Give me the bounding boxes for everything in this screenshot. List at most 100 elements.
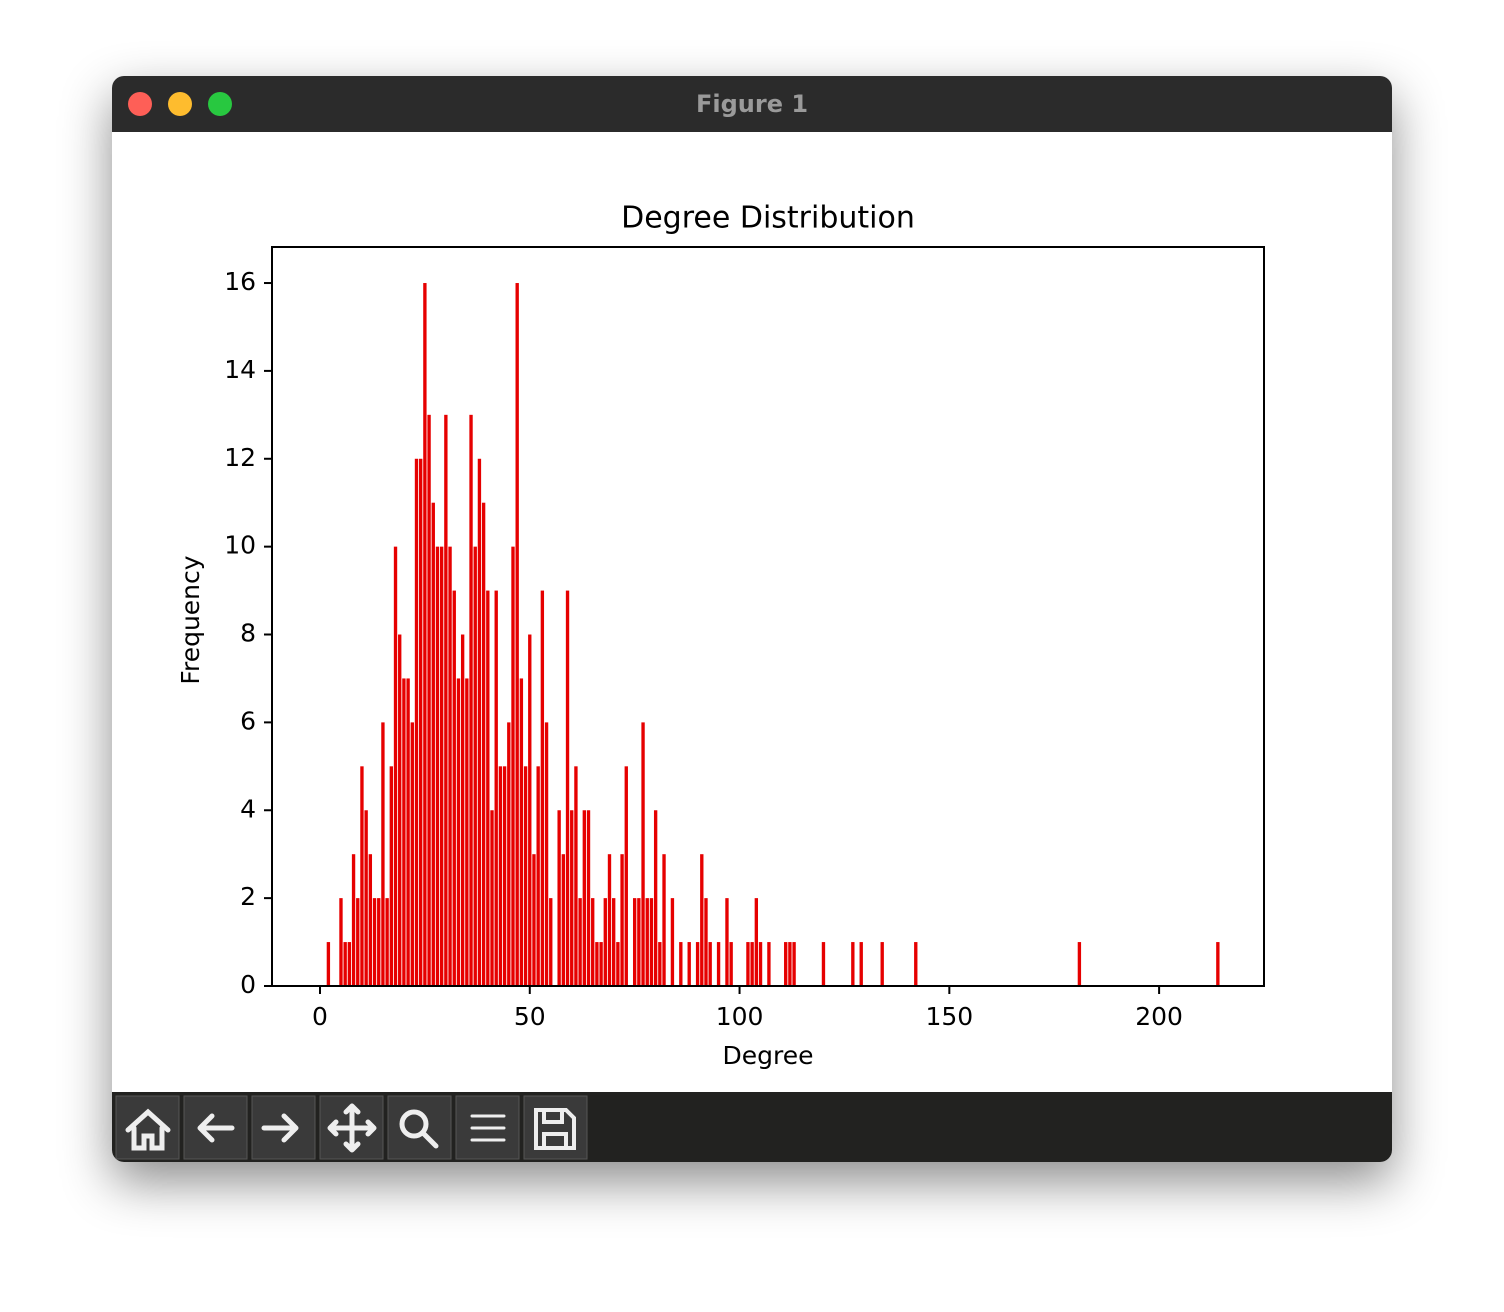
toolbar-buttons: [115, 1095, 588, 1160]
x-tick-label: 200: [1135, 1002, 1183, 1031]
bar: [364, 810, 368, 986]
bar: [591, 898, 595, 986]
bar: [788, 942, 792, 986]
bar: [641, 722, 645, 986]
y-axis-label: Frequency: [176, 555, 205, 684]
bar: [460, 634, 465, 986]
bar: [347, 942, 352, 986]
bar: [851, 942, 855, 986]
bar: [607, 854, 612, 986]
bar: [481, 502, 486, 986]
bar: [725, 898, 729, 986]
home-button[interactable]: [115, 1095, 180, 1160]
bar: [381, 722, 385, 986]
bar: [632, 898, 637, 986]
bar: [502, 766, 507, 986]
bar: [729, 942, 733, 986]
bar: [368, 854, 373, 986]
bar: [544, 722, 549, 986]
bar: [859, 942, 863, 986]
bar: [372, 898, 377, 986]
bar: [343, 942, 347, 986]
bar: [519, 678, 524, 986]
bar: [679, 942, 683, 986]
bar: [716, 942, 721, 986]
bar: [582, 810, 586, 986]
bar: [326, 942, 331, 986]
bar: [658, 942, 662, 986]
bar: [498, 766, 503, 986]
bar: [356, 898, 360, 986]
bar: [444, 414, 448, 986]
toolbar-icons: [125, 1103, 576, 1153]
x-tick-label: 100: [716, 1002, 764, 1031]
toolbar: [112, 1092, 1392, 1162]
y-tick-label: 10: [224, 531, 256, 560]
bar: [398, 634, 402, 986]
bar: [561, 854, 566, 986]
bar: [486, 590, 490, 986]
minimize-button[interactable]: [168, 92, 192, 116]
bar: [578, 898, 582, 986]
bar: [532, 854, 536, 986]
bar: [469, 414, 473, 986]
bar: [586, 810, 591, 986]
zoom-tool-button[interactable]: [387, 1095, 452, 1160]
bar: [662, 854, 666, 986]
bar: [419, 458, 423, 986]
bar: [821, 942, 826, 986]
bar: [423, 283, 427, 986]
bar: [695, 942, 700, 986]
bar: [784, 942, 788, 986]
y-tick-label: 12: [224, 443, 256, 472]
bar: [402, 678, 406, 986]
bar: [515, 283, 519, 986]
bar: [612, 898, 616, 986]
bar: [700, 854, 704, 986]
bar: [792, 942, 796, 986]
bar: [406, 678, 410, 986]
bar: [360, 766, 364, 986]
bar: [758, 942, 763, 986]
bar: [511, 546, 515, 986]
bar: [456, 678, 461, 986]
bar: [1216, 942, 1220, 986]
bar: [574, 766, 578, 986]
bar: [494, 590, 498, 986]
bar: [414, 458, 419, 986]
bar: [410, 722, 414, 986]
y-tick-label: 6: [240, 706, 256, 735]
bar: [704, 898, 708, 986]
bar: [754, 898, 759, 986]
bar: [477, 458, 482, 986]
zoom-button[interactable]: [208, 92, 232, 116]
bar: [385, 898, 389, 986]
y-tick-label: 8: [240, 619, 256, 648]
bar: [490, 810, 494, 986]
bar: [624, 766, 628, 986]
bar: [746, 942, 750, 986]
y-tick-label: 2: [240, 882, 256, 911]
bar: [645, 898, 649, 986]
bar: [473, 546, 477, 986]
axes-frame: [271, 246, 1265, 987]
bar: [448, 546, 452, 986]
title-bar: Figure 1: [112, 76, 1392, 132]
bar: [339, 898, 343, 986]
bar: [431, 502, 435, 986]
bar: [523, 766, 528, 986]
bar: [616, 942, 620, 986]
bar: [452, 590, 456, 986]
y-tick-label: 14: [224, 355, 256, 384]
bar: [653, 810, 658, 986]
window-title: Figure 1: [695, 90, 809, 118]
bar: [465, 678, 469, 986]
bar: [557, 810, 561, 986]
bar: [439, 546, 444, 986]
window: Figure 1 Degree Distribution Degree Freq…: [112, 76, 1392, 1162]
x-tick-label: 0: [312, 1002, 328, 1031]
x-tick-label: 50: [514, 1002, 546, 1031]
bar: [1077, 942, 1082, 986]
close-button[interactable]: [128, 92, 152, 116]
